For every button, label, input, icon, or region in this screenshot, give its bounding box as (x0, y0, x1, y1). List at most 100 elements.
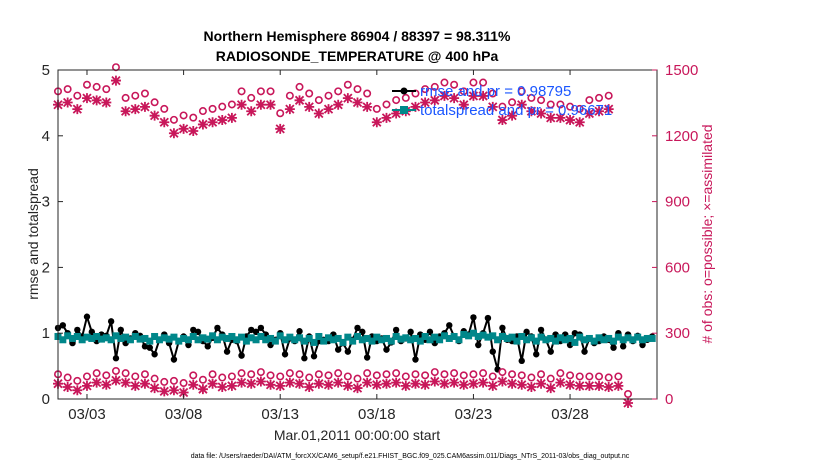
point-possible-4-30 (343, 372, 352, 381)
point-totalspread-64 (363, 334, 371, 342)
point-assimilated-5-13 (178, 387, 189, 398)
point-rmse-90 (489, 348, 496, 355)
point-possible-4-31 (353, 374, 362, 383)
point-possible-2-46 (498, 102, 507, 111)
point-assimilated-3-24 (284, 104, 295, 115)
point-rmse-68 (383, 346, 390, 353)
point-assimilated-5-23 (275, 380, 286, 391)
point-assimilated-5-38 (420, 379, 431, 390)
point-assimilated-3-39 (429, 95, 440, 106)
y-right-tick-label-2: 600 (665, 259, 690, 276)
point-totalspread-116 (614, 333, 622, 341)
plot-layer (53, 63, 656, 408)
point-totalspread-8 (93, 332, 101, 340)
point-totalspread-113 (600, 336, 608, 344)
point-totalspread-37 (233, 336, 241, 344)
point-rmse-31 (204, 343, 211, 350)
point-rmse-92 (499, 324, 506, 332)
point-assimilated-5-28 (323, 379, 334, 390)
point-possible-2-16 (208, 104, 217, 113)
point-assimilated-5-48 (516, 379, 527, 390)
point-totalspread-109 (581, 336, 589, 344)
point-assimilated-5-16 (207, 378, 218, 389)
point-assimilated-3-3 (81, 93, 92, 104)
point-totalspread-55 (320, 337, 328, 345)
point-assimilated-5-29 (333, 377, 344, 388)
point-rmse-74 (412, 356, 419, 363)
point-totalspread-34 (218, 333, 226, 341)
point-totalspread-6 (83, 333, 91, 341)
point-assimilated-5-37 (410, 378, 421, 389)
point-assimilated-3-52 (555, 112, 566, 123)
point-totalspread-112 (595, 334, 603, 342)
chart-title-line2: RADIOSONDE_TEMPERATURE @ 400 hPa (216, 48, 499, 64)
y-left-tick-label-5: 5 (42, 62, 50, 79)
point-assimilated-3-4 (91, 95, 102, 106)
axis-layer: 03/03 03/08 03/13 03/18 03/23 03/28 0 1 2 3 4 5 0 300… (42, 62, 699, 423)
point-totalspread-25 (175, 337, 183, 345)
point-assimilated-3-35 (391, 108, 402, 119)
point-totalspread-26 (180, 334, 188, 342)
point-totalspread-39 (242, 337, 250, 345)
point-assimilated-5-7 (120, 377, 131, 388)
point-possible-2-51 (546, 100, 555, 109)
point-assimilated-5-8 (130, 380, 141, 391)
point-assimilated-5-6 (110, 375, 121, 386)
point-totalspread-87 (474, 332, 482, 340)
point-possible-2-28 (324, 91, 333, 100)
point-rmse-81 (446, 322, 453, 329)
point-assimilated-5-53 (565, 379, 576, 390)
series-totalspread (54, 329, 656, 346)
point-possible-2-54 (575, 104, 584, 113)
point-totalspread-24 (170, 333, 178, 341)
point-assimilated-3-21 (255, 99, 266, 110)
point-assimilated-5-3 (81, 380, 92, 391)
point-assimilated-3-25 (294, 95, 305, 106)
point-rmse-100 (537, 326, 545, 334)
point-possible-2-25 (295, 82, 304, 91)
point-possible-2-53 (566, 102, 575, 111)
point-totalspread-89 (484, 333, 492, 341)
point-totalspread-121 (639, 336, 647, 344)
point-possible-4-32 (363, 369, 372, 378)
point-assimilated-5-36 (400, 380, 411, 391)
point-possible-4-28 (324, 371, 333, 380)
point-possible-2-8 (131, 91, 140, 100)
point-possible-4-23 (276, 372, 285, 381)
point-assimilated-5-9 (139, 378, 150, 389)
point-possible-4-5 (102, 371, 111, 380)
point-assimilated-3-12 (168, 128, 179, 139)
point-rmse-86 (470, 314, 477, 321)
point-totalspread-81 (445, 334, 453, 342)
point-assimilated-5-24 (284, 377, 295, 388)
point-possible-4-51 (546, 374, 555, 383)
point-possible-4-56 (595, 372, 604, 381)
point-totalspread-77 (426, 336, 434, 344)
point-assimilated-5-35 (391, 377, 402, 388)
point-possible-4-16 (208, 370, 217, 379)
point-assimilated-3-22 (265, 99, 276, 110)
point-totalspread-70 (392, 332, 400, 340)
point-assimilated-5-55 (584, 380, 595, 391)
point-totalspread-57 (329, 336, 337, 344)
point-totalspread-9 (97, 335, 105, 343)
point-assimilated-5-40 (439, 378, 450, 389)
point-totalspread-49 (291, 336, 299, 344)
point-totalspread-99 (532, 337, 540, 345)
point-rmse-4 (74, 326, 81, 334)
point-possible-4-55 (585, 372, 594, 381)
point-possible-2-32 (363, 89, 372, 98)
point-totalspread-90 (489, 332, 497, 340)
point-rmse-60 (344, 348, 352, 355)
point-totalspread-31 (204, 335, 212, 343)
point-assimilated-3-23 (275, 123, 286, 134)
point-totalspread-98 (527, 334, 535, 342)
point-rmse-121 (639, 341, 646, 349)
point-totalspread-5 (78, 336, 86, 344)
point-totalspread-19 (146, 337, 154, 345)
point-possible-2-11 (160, 104, 169, 113)
point-assimilated-5-15 (197, 384, 208, 395)
point-totalspread-13 (117, 334, 125, 342)
point-possible-2-44 (479, 78, 488, 87)
